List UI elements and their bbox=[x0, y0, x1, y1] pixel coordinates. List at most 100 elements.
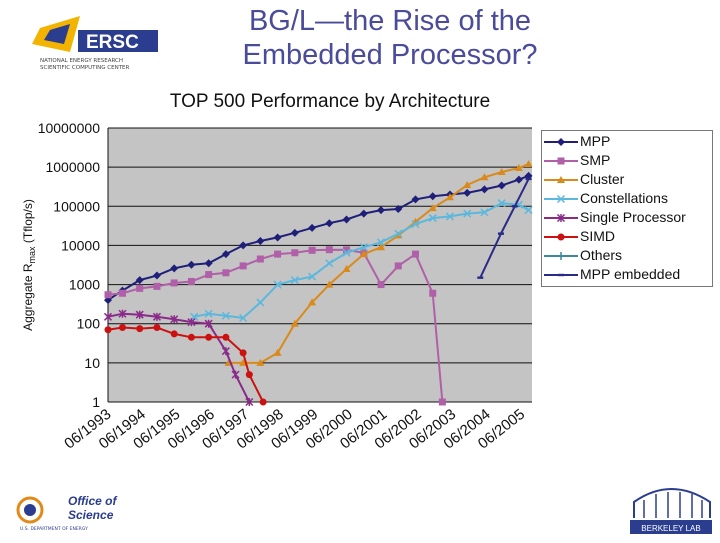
data-point-constellations bbox=[239, 313, 248, 323]
data-point-constellations bbox=[273, 280, 282, 289]
slide-title-line1: BG/L—the Rise of the bbox=[248, 5, 532, 37]
nersc-logo-bar bbox=[78, 30, 158, 52]
legend-swatch-simd bbox=[544, 233, 578, 241]
legend-label-mpp: MPP bbox=[580, 133, 611, 149]
data-point-constellations bbox=[497, 199, 506, 208]
y-tick-label: 100 bbox=[77, 316, 101, 332]
data-point-smp bbox=[187, 277, 195, 285]
berkeley-lab-logo: BERKELEY LAB bbox=[626, 472, 716, 538]
y-tick-label: 10000 bbox=[61, 237, 100, 253]
data-point-simd bbox=[259, 398, 267, 406]
data-point-cluster bbox=[342, 264, 351, 272]
data-point-cluster bbox=[428, 204, 437, 212]
data-point-single bbox=[118, 309, 127, 318]
lbl-logo-text: BERKELEY LAB bbox=[641, 524, 700, 533]
data-point-constellations bbox=[463, 209, 472, 218]
legend-swatch-cluster bbox=[544, 176, 578, 183]
data-point-smp bbox=[343, 246, 351, 254]
chart-legend: MPP SMP Cluster Constellations Single Proces… bbox=[541, 130, 713, 287]
data-point-simd bbox=[170, 330, 178, 338]
data-point-smp bbox=[394, 262, 402, 270]
legend-item-constellations: Constellations bbox=[542, 189, 712, 208]
data-point-cluster bbox=[290, 319, 299, 327]
nersc-subtitle: NATIONAL ENERGY RESEARCH SCIENTIFIC COMP… bbox=[40, 58, 129, 72]
data-point-mpp bbox=[239, 241, 248, 250]
data-point-cluster bbox=[463, 180, 472, 188]
data-point-smp bbox=[291, 249, 299, 257]
y-tick-label: 1 bbox=[92, 394, 100, 410]
doe-logo-line1: Office of bbox=[68, 494, 117, 508]
lbl-logo-bar bbox=[630, 520, 712, 534]
data-point-smp bbox=[170, 279, 178, 287]
data-point-mpp bbox=[256, 236, 265, 245]
data-point-simd bbox=[187, 333, 195, 341]
data-point-cluster bbox=[497, 168, 506, 176]
nersc-logo-n bbox=[44, 24, 70, 44]
data-point-mpp bbox=[308, 223, 317, 232]
data-point-single bbox=[170, 315, 179, 324]
y-axis-label: Aggregate Rmax (Tflop/s) bbox=[21, 199, 37, 331]
data-point-constellations bbox=[290, 276, 299, 285]
performance-chart: 10000000 1000000 100000 10000 1000 100 10 1 Aggr… bbox=[21, 120, 533, 453]
data-point-smp bbox=[136, 284, 144, 292]
data-point-constellations bbox=[221, 311, 230, 320]
data-point-mpp bbox=[325, 219, 334, 228]
data-point-constellations bbox=[308, 272, 317, 281]
data-point-constellations bbox=[428, 214, 437, 223]
data-point-constellations bbox=[342, 248, 351, 257]
data-point-constellations bbox=[394, 229, 403, 238]
data-point-single bbox=[135, 310, 144, 319]
data-point-constellations bbox=[204, 309, 213, 318]
data-point-smp bbox=[205, 271, 213, 279]
data-point-single bbox=[187, 318, 196, 327]
data-point-smp bbox=[104, 291, 112, 299]
data-point-cluster bbox=[377, 243, 386, 251]
legend-item-single: Single Processor bbox=[542, 208, 712, 227]
data-point-mpp bbox=[187, 260, 196, 269]
data-point-simd bbox=[153, 324, 161, 332]
legend-swatch-mpp_embedded bbox=[544, 273, 578, 277]
doe-logo-line3: U.S. DEPARTMENT OF ENERGY bbox=[20, 526, 88, 532]
data-point-simd bbox=[245, 371, 253, 379]
data-point-mpp bbox=[170, 264, 179, 273]
data-point-mpp bbox=[152, 271, 161, 280]
y-tick-label: 10 bbox=[84, 355, 100, 371]
data-point-single bbox=[245, 397, 254, 407]
data-point-constellations bbox=[445, 212, 454, 221]
data-point-simd bbox=[104, 326, 112, 334]
data-point-smp bbox=[118, 289, 126, 297]
data-point-mpp bbox=[342, 215, 351, 224]
data-point-cluster bbox=[239, 358, 248, 366]
legend-label-simd: SIMD bbox=[580, 228, 615, 244]
legend-item-smp: SMP bbox=[542, 151, 712, 170]
nersc-logo-text: ERSC bbox=[86, 32, 139, 53]
data-point-single bbox=[204, 319, 213, 328]
doe-office-of-science-logo: Office of Science U.S. DEPARTMENT OF ENE… bbox=[10, 490, 130, 535]
data-point-smp bbox=[411, 250, 419, 258]
data-point-simd bbox=[222, 333, 230, 341]
data-point-smp bbox=[256, 255, 264, 263]
data-point-simd bbox=[239, 349, 247, 357]
data-point-simd bbox=[136, 325, 144, 333]
data-point-constellations bbox=[325, 259, 334, 268]
lbl-logo-arch bbox=[633, 488, 711, 518]
legend-swatch-single bbox=[544, 213, 578, 223]
data-point-mpp_embedded bbox=[497, 232, 504, 235]
data-point-mpp_embedded bbox=[525, 177, 532, 181]
data-point-cluster bbox=[445, 193, 454, 201]
data-point-mpp_embedded bbox=[477, 276, 484, 279]
data-point-simd bbox=[118, 324, 126, 332]
data-point-single bbox=[152, 312, 161, 321]
data-point-cluster bbox=[480, 173, 489, 181]
data-point-single bbox=[103, 312, 113, 321]
data-point-constellations bbox=[480, 208, 489, 217]
data-point-cluster bbox=[514, 164, 523, 172]
data-point-constellations bbox=[256, 298, 265, 307]
data-point-mpp bbox=[480, 185, 489, 194]
doe-logo-ring bbox=[16, 496, 44, 524]
data-point-mpp bbox=[463, 188, 472, 197]
legend-item-mpp: MPP bbox=[542, 132, 712, 151]
data-point-smp bbox=[429, 289, 437, 297]
nersc-sub-line2: SCIENTIFIC COMPUTING CENTER bbox=[40, 65, 130, 71]
data-point-smp bbox=[438, 398, 446, 406]
